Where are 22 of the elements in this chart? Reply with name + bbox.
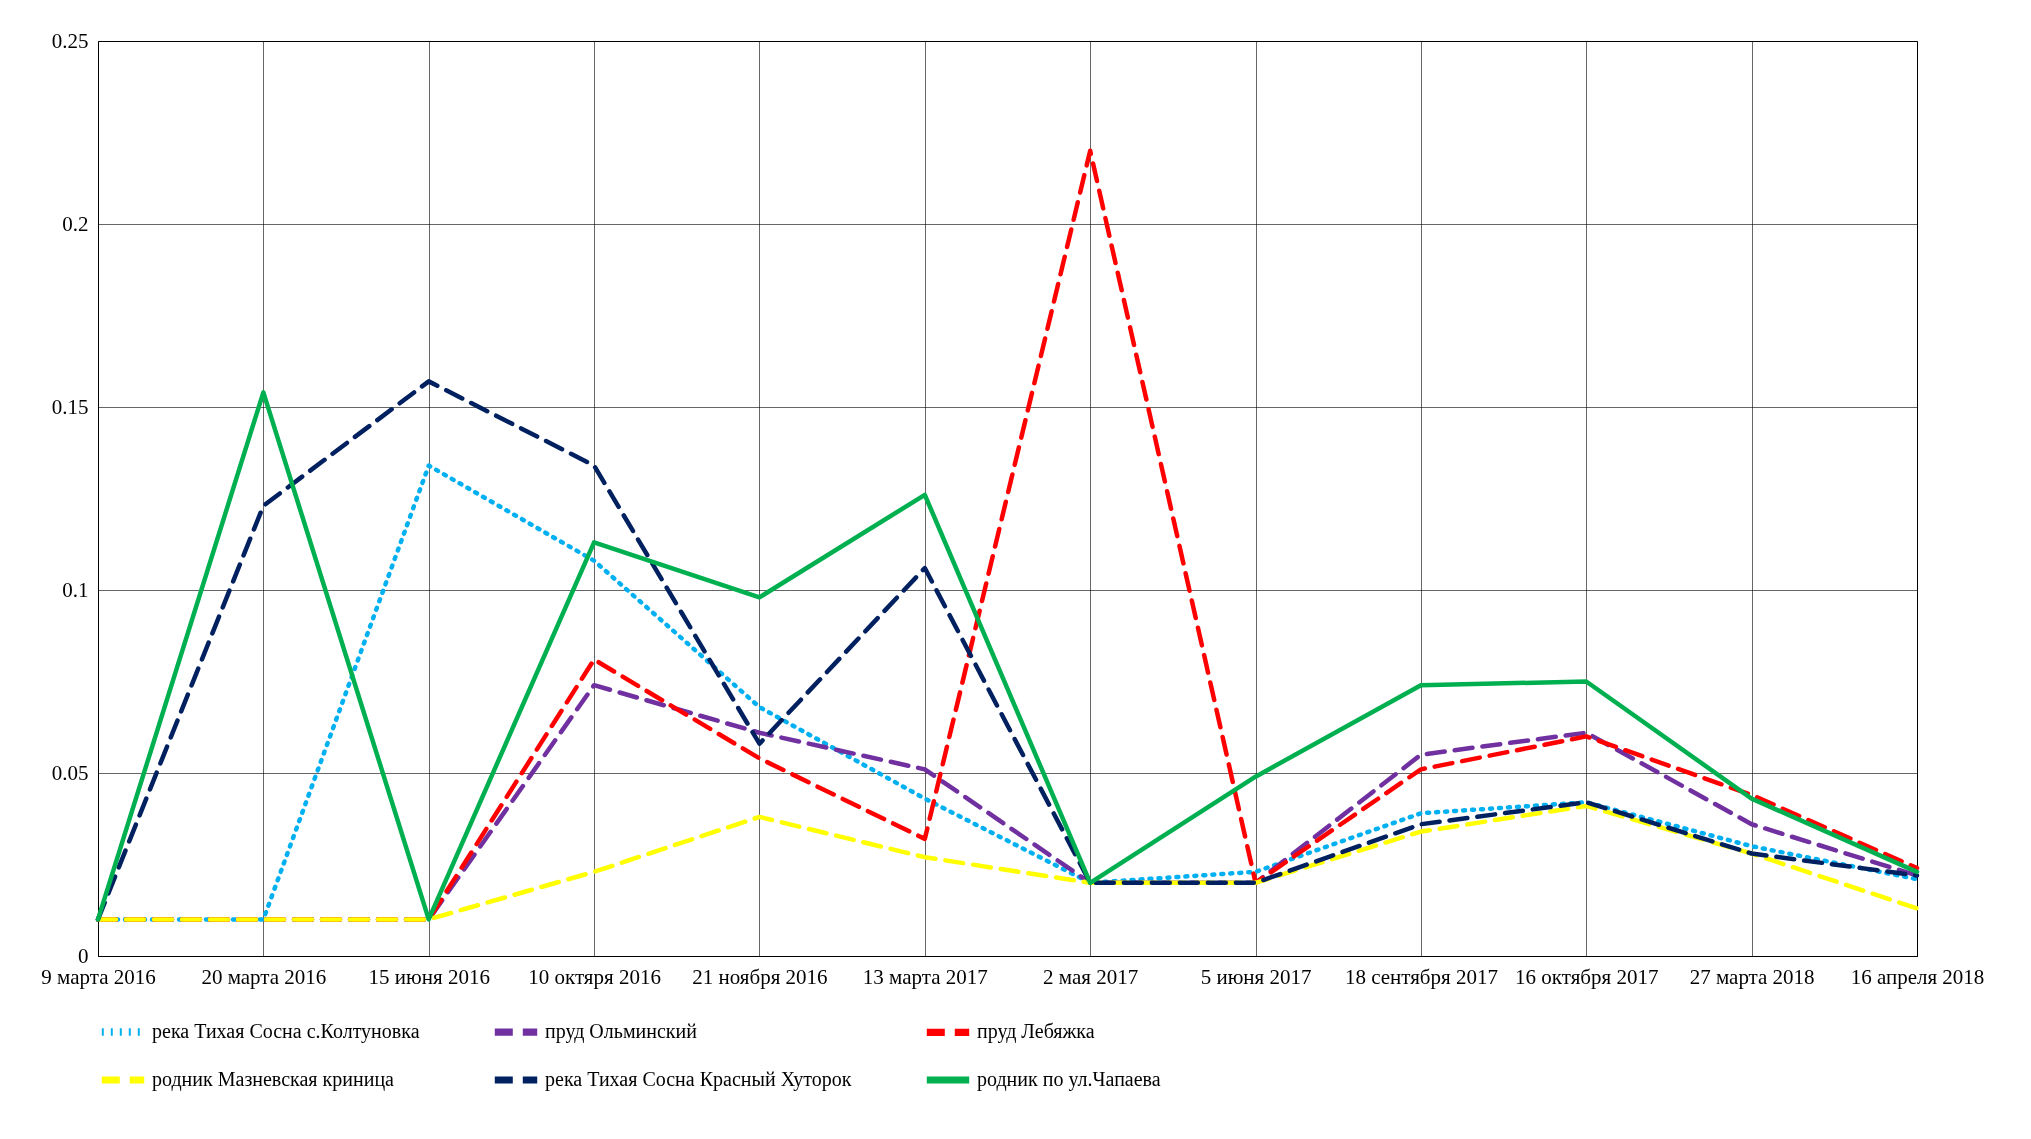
x-tick-label: 16 октября 2017 bbox=[1515, 964, 1659, 989]
y-tick-label: 0.1 bbox=[62, 577, 89, 602]
legend-label: родник Мазневская криница bbox=[152, 1068, 395, 1091]
y-tick-label: 0.2 bbox=[62, 211, 89, 236]
x-tick-label: 2 мая 2017 bbox=[1043, 964, 1139, 989]
legend-label: пруд Ольминский bbox=[545, 1020, 698, 1044]
x-tick-label: 13 марта 2017 bbox=[862, 964, 988, 989]
legend-label: родник по ул.Чапаева bbox=[977, 1068, 1161, 1091]
x-tick-label: 18 сентября 2017 bbox=[1344, 964, 1498, 989]
legend-label: пруд Лебяжка bbox=[977, 1020, 1095, 1044]
x-tick-label: 10 октяря 2016 bbox=[528, 964, 661, 989]
x-tick-label: 21 ноября 2016 bbox=[692, 964, 828, 989]
x-tick-label: 16 апреля 2018 bbox=[1850, 964, 1985, 989]
x-tick-label: 5 июня 2017 bbox=[1200, 964, 1312, 989]
legend-label: река Тихая Сосна с.Колтуновка bbox=[152, 1020, 420, 1043]
x-tick-label: 20 марта 2016 bbox=[201, 964, 327, 989]
legend-label: река Тихая Сосна Красный Хуторок bbox=[545, 1068, 852, 1091]
y-tick-label: 0.05 bbox=[51, 760, 89, 785]
y-tick-label: 0.25 bbox=[51, 28, 89, 53]
y-tick-label: 0.15 bbox=[51, 394, 89, 419]
x-tick-label: 15 июня 2016 bbox=[368, 964, 490, 989]
x-tick-label: 27 марта 2018 bbox=[1689, 964, 1815, 989]
